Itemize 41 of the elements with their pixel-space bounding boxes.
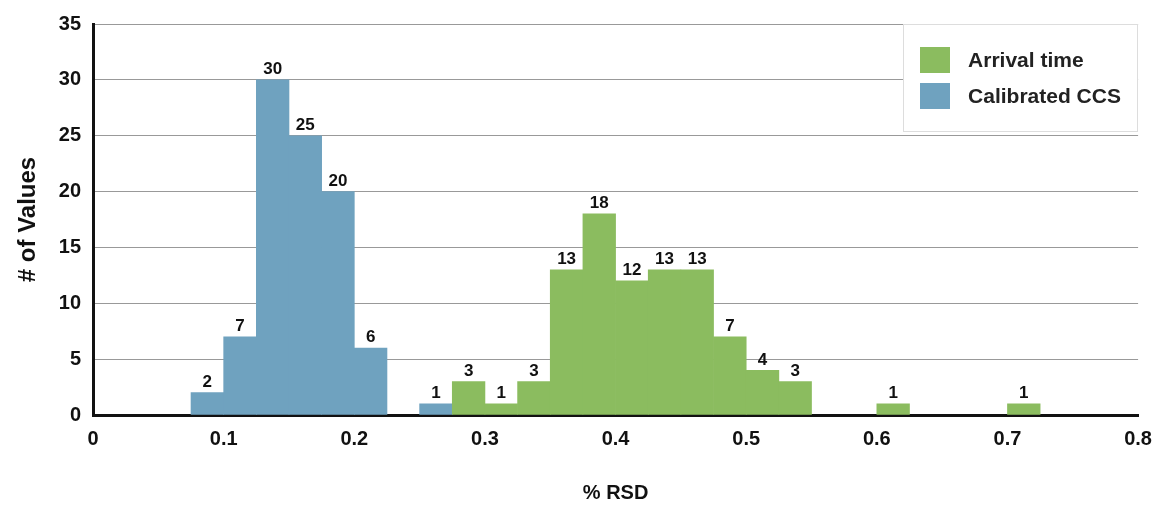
y-tick-label: 35: [58, 11, 82, 34]
data-label: 1: [1019, 383, 1029, 403]
x-axis-title: % RSD: [582, 480, 649, 503]
data-label: 1: [888, 383, 898, 403]
y-tick-label: 20: [58, 179, 82, 202]
data-label: 13: [687, 248, 707, 268]
legend-label: Arrival time: [968, 48, 1084, 72]
data-label: 3: [790, 360, 800, 380]
y-axis-title: # of Values: [13, 156, 41, 283]
data-label: 20: [328, 170, 348, 190]
x-tick-label: 0.5: [732, 426, 761, 449]
data-label: 7: [235, 315, 245, 335]
x-tick-label: 0.4: [601, 426, 631, 449]
x-tick-label: 0.7: [993, 426, 1022, 449]
x-tick-label: 0.1: [209, 426, 238, 449]
y-tick-label: 0: [69, 402, 82, 425]
data-label: 3: [463, 360, 474, 380]
x-tick-label: 0.3: [471, 426, 499, 449]
data-label: 13: [557, 248, 577, 268]
legend-label: Calibrated CCS: [968, 84, 1121, 108]
x-tick-label: 0: [87, 426, 99, 449]
y-tick-label: 10: [58, 290, 82, 313]
y-tick-label: 30: [58, 67, 82, 90]
data-label: 6: [365, 327, 376, 347]
x-tick-label: 0.8: [1124, 426, 1152, 449]
y-tick-label: 25: [58, 123, 82, 146]
y-tick-label: 5: [69, 346, 82, 369]
data-label: 3: [529, 360, 539, 380]
data-label: 12: [622, 260, 642, 280]
data-label: 7: [725, 315, 735, 335]
data-label: 1: [496, 383, 506, 403]
data-label: 1: [431, 383, 441, 403]
x-tick-label: 0.2: [340, 426, 369, 449]
y-tick-label: 15: [58, 234, 82, 257]
x-tick-label: 0.6: [862, 426, 891, 449]
data-label: 25: [295, 114, 315, 134]
data-label: 2: [202, 371, 213, 391]
data-label: 18: [589, 193, 609, 213]
data-label: 4: [757, 349, 768, 369]
data-label: 30: [263, 59, 283, 79]
data-label: 13: [655, 248, 675, 268]
